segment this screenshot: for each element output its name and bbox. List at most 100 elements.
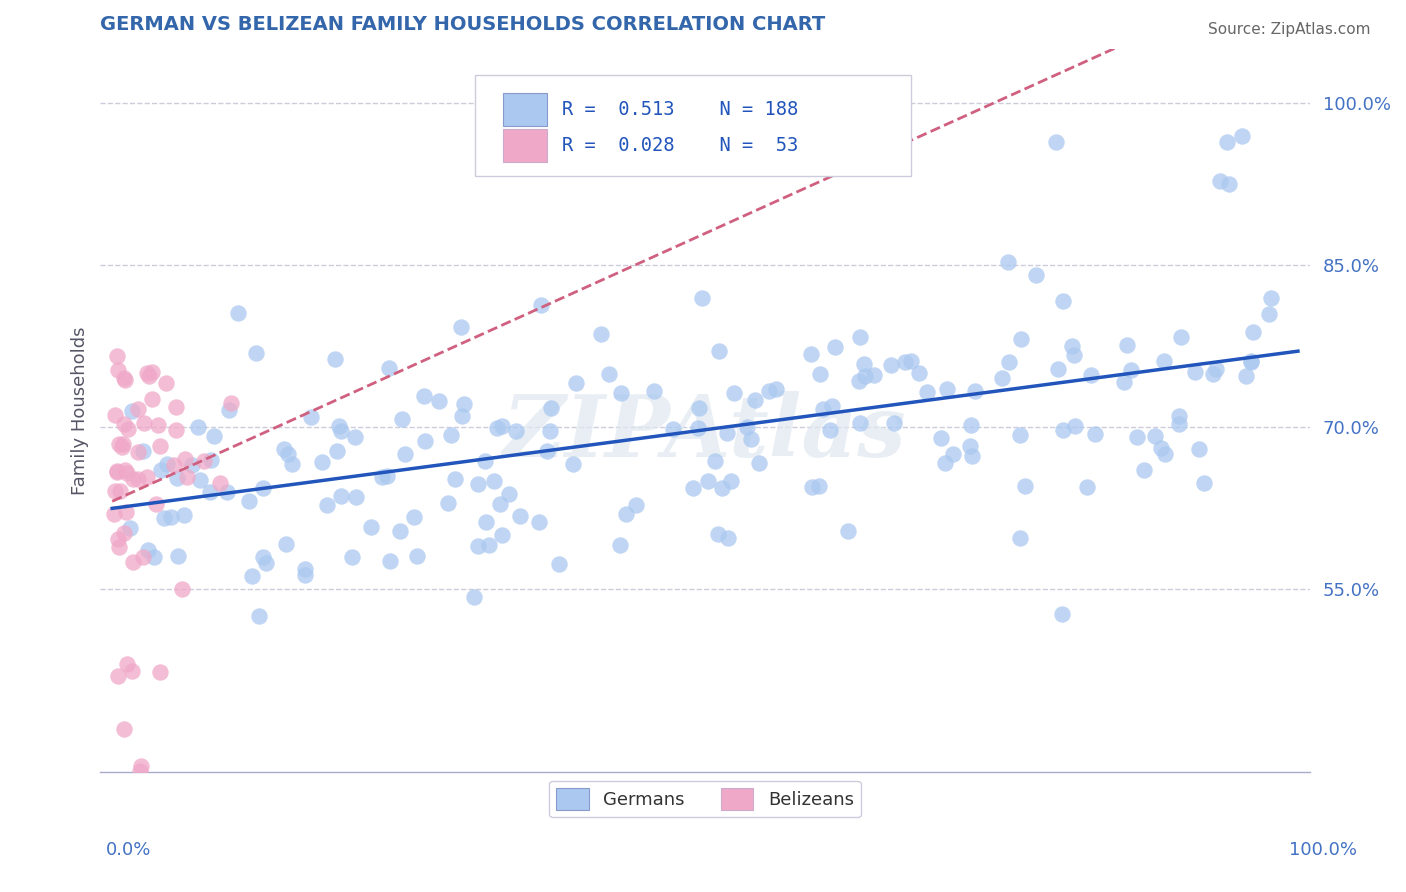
Point [807,478,830,492]
Point [107,436,129,450]
Point [104,408,127,422]
Point [252,549,274,564]
Point [723,385,745,400]
Point [121,555,143,569]
Point [1240,353,1263,368]
Point [107,669,129,683]
Point [437,496,460,510]
Point [165,401,187,415]
Point [115,657,138,671]
Point [1215,135,1237,149]
Point [156,457,179,471]
Point [340,550,363,565]
Point [735,420,758,434]
Point [104,483,127,498]
Point [509,508,531,523]
Point [748,456,770,470]
Legend: Germans, Belizeans: Germans, Belizeans [550,780,860,817]
Point [1114,375,1136,389]
Point [548,557,571,571]
Point [200,452,222,467]
Point [294,562,316,576]
Point [329,489,352,503]
Point [538,424,561,438]
Point [1045,135,1067,149]
Point [1234,368,1257,383]
Point [1153,353,1175,368]
Point [821,399,844,413]
Point [894,355,917,369]
Point [505,424,527,438]
Point [146,417,169,432]
Point [160,509,183,524]
Text: Source: ZipAtlas.com: Source: ZipAtlas.com [1208,22,1371,37]
Point [247,609,270,624]
Point [299,410,322,425]
Point [188,474,211,488]
Point [527,515,550,529]
Point [808,368,831,382]
Point [273,442,295,457]
Point [1240,355,1263,369]
Point [193,454,215,468]
Point [960,417,983,432]
Point [1025,268,1047,282]
Point [929,431,952,445]
Point [108,540,131,554]
Point [122,472,145,486]
Point [1168,417,1191,431]
Point [1260,291,1282,305]
Point [997,254,1019,268]
Point [344,490,367,504]
Point [360,519,382,533]
Point [758,384,780,398]
Point [1258,307,1281,321]
Point [467,539,489,553]
Point [105,464,128,478]
Point [915,385,938,400]
Point [394,447,416,461]
Point [108,484,131,499]
Point [707,344,730,359]
Point [391,411,413,425]
Point [218,403,240,417]
Point [589,327,612,342]
Point [148,439,170,453]
Point [252,482,274,496]
Point [1170,330,1192,344]
Point [112,437,135,451]
Point [824,341,846,355]
Point [1132,462,1154,476]
Point [112,722,135,736]
Point [530,298,553,312]
Point [378,554,401,568]
Point [1052,607,1074,622]
Point [614,507,637,521]
Point [1119,363,1142,377]
Point [1218,177,1240,191]
Point [562,457,585,471]
Point [107,363,129,377]
Point [138,368,160,383]
Point [141,365,163,379]
Point [187,419,209,434]
Point [276,536,298,550]
Point [643,384,665,398]
Point [1232,129,1254,144]
Point [174,451,197,466]
Point [103,507,125,521]
Point [540,401,562,415]
Text: GERMAN VS BELIZEAN FAMILY HOUSEHOLDS CORRELATION CHART: GERMAN VS BELIZEAN FAMILY HOUSEHOLDS COR… [100,15,825,34]
Point [450,320,472,334]
Point [315,498,337,512]
Point [326,444,349,458]
Point [167,549,190,563]
Point [1154,447,1177,461]
Point [682,481,704,495]
Point [114,373,136,387]
Point [935,382,957,396]
Point [111,440,134,454]
Point [180,458,202,472]
Point [942,447,965,461]
Point [818,424,841,438]
